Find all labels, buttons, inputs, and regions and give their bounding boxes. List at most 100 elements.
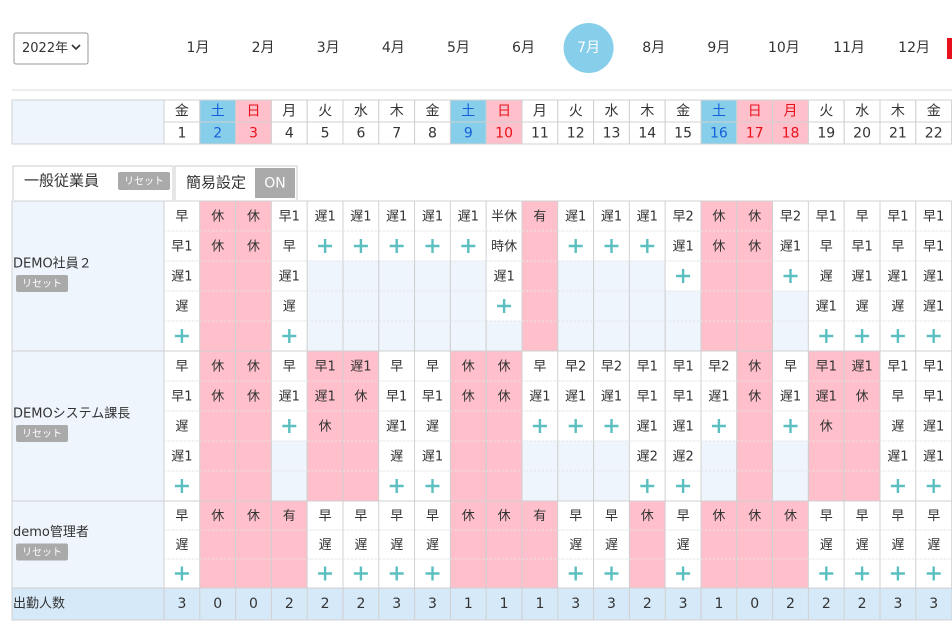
add-button[interactable] [389,479,404,493]
shift[interactable]: 遅1 [171,270,192,285]
month-tab[interactable]: 11月 [833,40,865,56]
add-button[interactable] [425,566,440,581]
add-button[interactable] [711,419,726,433]
shift[interactable]: 休 [748,509,761,524]
shift[interactable]: 遅 [426,538,439,553]
shift[interactable]: 遅1 [386,210,407,225]
shift[interactable]: 休 [498,390,511,405]
shift[interactable]: 休 [748,390,761,405]
shift[interactable]: 遅 [569,538,582,553]
shift[interactable]: 遅1 [780,390,801,405]
shift[interactable]: 休 [211,390,224,405]
shift[interactable]: 早 [605,509,618,524]
toggle[interactable] [255,168,295,198]
shift[interactable]: 遅1 [350,210,371,225]
month-tab[interactable]: 5月 [447,40,470,56]
shift[interactable]: 早1 [171,240,192,255]
shift[interactable]: 早1 [672,360,693,375]
add-button[interactable] [282,329,297,343]
shift[interactable]: 休 [498,509,511,524]
shift[interactable]: 遅1 [422,210,443,225]
shift[interactable]: 早1 [422,390,443,405]
shift[interactable]: 遅1 [386,420,407,435]
add-button[interactable] [568,419,583,433]
shift[interactable]: 有 [533,509,546,524]
shift[interactable]: 休 [319,420,332,435]
shift[interactable]: 遅 [354,538,367,553]
shift[interactable]: 遅1 [851,360,872,375]
add-button[interactable] [318,239,333,253]
shift[interactable]: 早 [283,360,296,375]
shift[interactable]: 早1 [314,360,335,375]
simple-tab[interactable]: 簡易設定 [186,174,246,192]
add-button[interactable] [425,239,440,253]
add-button[interactable] [174,566,189,581]
shift[interactable]: 早 [354,509,367,524]
shift[interactable]: 早 [426,360,439,375]
shift[interactable]: 休 [462,390,475,405]
add-button[interactable] [282,419,297,433]
add-button[interactable] [318,566,333,581]
add-button[interactable] [783,419,798,433]
month-tab[interactable]: 9月 [707,40,730,56]
shift[interactable]: 休 [748,210,761,225]
shift[interactable]: 休 [247,210,260,225]
shift[interactable]: 休 [462,509,475,524]
shift[interactable]: 遅1 [816,390,837,405]
shift[interactable]: 早 [283,240,296,255]
shift[interactable]: 有 [283,509,296,524]
shift[interactable]: 遅1 [887,270,908,285]
shift[interactable]: 遅1 [851,270,872,285]
shift[interactable]: 遅 [677,538,690,553]
shift[interactable]: 遅1 [493,270,514,285]
shift[interactable]: 早 [820,509,833,524]
shift[interactable]: 早1 [171,390,192,405]
shift[interactable]: 遅 [891,300,904,315]
add-button[interactable] [926,566,941,581]
shift[interactable]: 時休 [491,240,517,255]
shift[interactable]: 早 [569,509,582,524]
shift[interactable]: 早1 [923,390,944,405]
add-button[interactable] [604,419,619,433]
shift[interactable]: 早 [856,210,869,225]
shift[interactable]: 遅 [856,300,869,315]
add-button[interactable] [425,479,440,493]
shift[interactable]: 早1 [923,240,944,255]
shift[interactable]: 早 [891,240,904,255]
shift[interactable]: 遅1 [923,450,944,465]
shift[interactable]: 遅1 [350,360,371,375]
add-button[interactable] [926,479,941,493]
shift[interactable]: 休 [247,360,260,375]
shift[interactable]: 早 [390,360,403,375]
shift[interactable]: 休 [247,240,260,255]
add-button[interactable] [568,239,583,253]
add-button[interactable] [389,239,404,253]
shift[interactable]: 休 [712,240,725,255]
add-button[interactable] [855,329,870,343]
add-button[interactable] [819,566,834,581]
shift[interactable]: 遅1 [637,420,658,435]
add-button[interactable] [855,566,870,581]
shift[interactable]: 遅 [605,538,618,553]
shift[interactable]: 休 [820,420,833,435]
shift[interactable]: 遅1 [314,210,335,225]
shift[interactable]: 早 [533,360,546,375]
shift[interactable]: 遅1 [887,450,908,465]
shift[interactable]: 遅1 [565,390,586,405]
shift[interactable]: 遅1 [422,450,443,465]
shift[interactable]: 遅 [856,538,869,553]
shift[interactable]: 休 [748,240,761,255]
month-tab[interactable]: 7月 [577,40,600,56]
shift[interactable]: 遅1 [637,210,658,225]
shift[interactable]: 遅1 [923,420,944,435]
shift[interactable]: 休 [354,390,367,405]
shift[interactable]: 遅 [319,538,332,553]
shift[interactable]: 早 [175,360,188,375]
shift[interactable]: 休 [712,210,725,225]
shift[interactable]: 早1 [816,360,837,375]
shift[interactable]: 遅1 [672,420,693,435]
reset-badge[interactable] [118,172,170,190]
shift[interactable]: 遅2 [637,450,658,465]
shift[interactable]: 遅1 [923,270,944,285]
shift[interactable]: 遅1 [780,240,801,255]
